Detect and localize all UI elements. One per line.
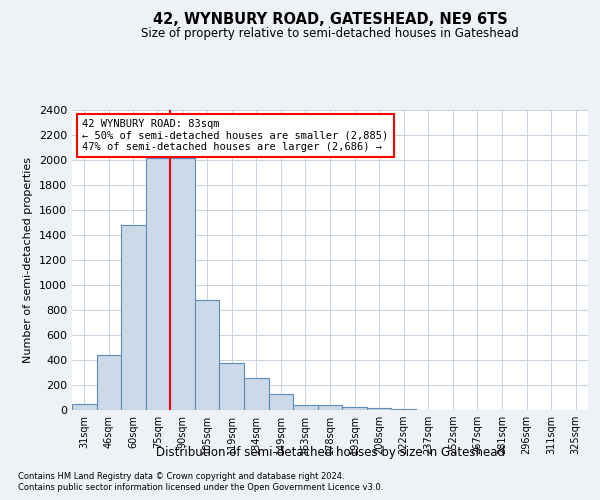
Text: 42 WYNBURY ROAD: 83sqm
← 50% of semi-detached houses are smaller (2,885)
47% of : 42 WYNBURY ROAD: 83sqm ← 50% of semi-det… <box>82 119 389 152</box>
Text: Distribution of semi-detached houses by size in Gateshead: Distribution of semi-detached houses by … <box>155 446 505 459</box>
Bar <box>367 408 391 410</box>
Bar <box>170 158 195 410</box>
Bar <box>97 355 121 410</box>
Bar <box>121 225 146 410</box>
Bar <box>244 378 269 410</box>
Bar <box>146 158 170 410</box>
Bar <box>269 394 293 410</box>
Bar <box>220 363 244 410</box>
Bar <box>195 300 220 410</box>
Text: 42, WYNBURY ROAD, GATESHEAD, NE9 6TS: 42, WYNBURY ROAD, GATESHEAD, NE9 6TS <box>152 12 508 28</box>
Bar <box>293 405 318 410</box>
Bar <box>72 404 97 410</box>
Bar <box>391 408 416 410</box>
Bar <box>318 405 342 410</box>
Text: Size of property relative to semi-detached houses in Gateshead: Size of property relative to semi-detach… <box>141 28 519 40</box>
Y-axis label: Number of semi-detached properties: Number of semi-detached properties <box>23 157 34 363</box>
Text: Contains HM Land Registry data © Crown copyright and database right 2024.: Contains HM Land Registry data © Crown c… <box>18 472 344 481</box>
Text: Contains public sector information licensed under the Open Government Licence v3: Contains public sector information licen… <box>18 484 383 492</box>
Bar <box>342 406 367 410</box>
